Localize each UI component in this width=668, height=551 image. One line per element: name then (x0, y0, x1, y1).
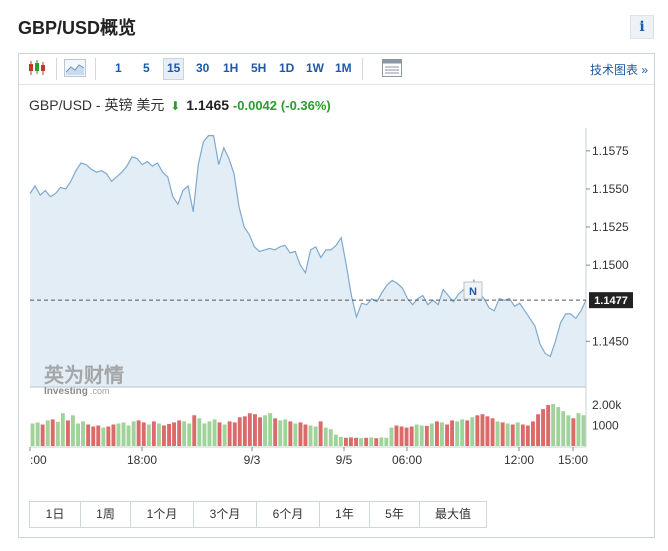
instrument-name: GBP/USD - 英镑 美元 (29, 97, 165, 113)
down-arrow-icon: ⬇ (170, 99, 181, 113)
range-1w[interactable]: 1周 (81, 502, 131, 527)
chart-toolbar: 1 5 15 30 1H 5H 1D 1W 1M 技术图表 » (19, 54, 654, 85)
interval-1m[interactable]: 1M (335, 61, 352, 75)
interval-5h[interactable]: 5H (251, 61, 267, 75)
range-1d[interactable]: 1日 (30, 502, 81, 527)
interval-1w[interactable]: 1W (306, 61, 324, 75)
quote-header: GBP/USD - 英镑 美元 ⬇ 1.1465 -0.0042 (-0.36%… (29, 95, 331, 115)
range-3m[interactable]: 3个月 (194, 502, 257, 527)
interval-1d[interactable]: 1D (279, 61, 295, 75)
range-5y[interactable]: 5年 (370, 502, 420, 527)
range-6m[interactable]: 6个月 (257, 502, 320, 527)
range-max[interactable]: 最大值 (434, 507, 471, 521)
price-change-percent: (-0.36%) (280, 98, 331, 113)
range-1y[interactable]: 1年 (320, 502, 370, 527)
price-change: -0.0042 (232, 98, 278, 113)
range-selector: 1日 1周 1个月 3个月 6个月 1年 5年 最大值 (29, 501, 487, 528)
chart-panel (18, 53, 655, 538)
interval-5[interactable]: 5 (143, 61, 150, 75)
page-title: GBP/USD概览 (18, 18, 137, 38)
range-1m[interactable]: 1个月 (131, 502, 194, 527)
table-icon[interactable] (381, 58, 403, 78)
info-button[interactable]: i (630, 15, 654, 39)
area-chart-icon[interactable] (64, 58, 86, 78)
interval-30[interactable]: 30 (196, 61, 210, 75)
candlestick-icon[interactable] (27, 58, 49, 78)
interval-1h[interactable]: 1H (223, 61, 239, 75)
last-price: 1.1465 (186, 97, 230, 113)
technical-chart-link[interactable]: 技术图表 » (589, 63, 648, 77)
interval-15[interactable]: 15 (163, 58, 185, 80)
interval-1[interactable]: 1 (115, 61, 122, 75)
